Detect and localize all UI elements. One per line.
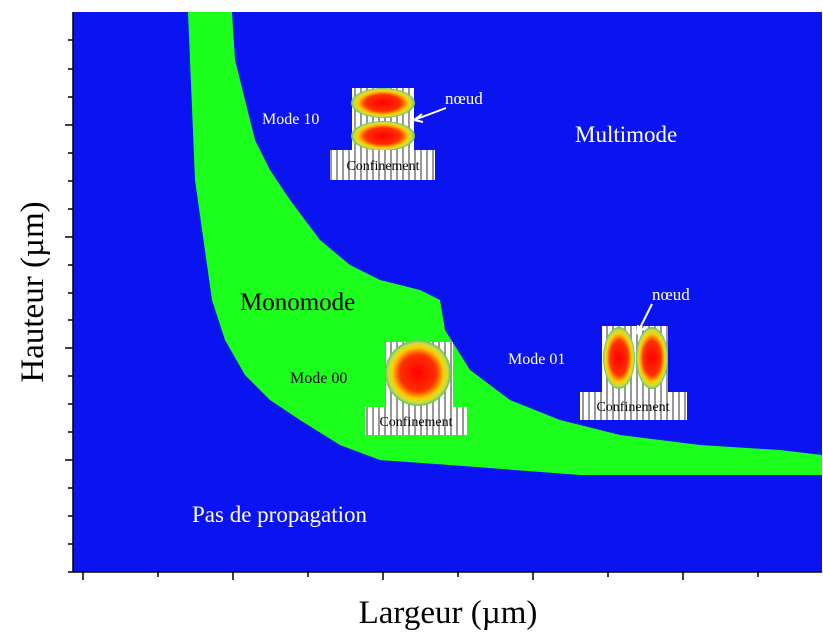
mode-label: Mode 10 xyxy=(262,111,319,128)
confinement-box xyxy=(365,407,467,435)
confinement-label: Confinement xyxy=(346,159,419,174)
arrow xyxy=(636,303,653,335)
ticks xyxy=(65,12,822,580)
mode-label: Mode 00 xyxy=(290,370,347,387)
y-axis-label: Hauteur (µm) xyxy=(15,201,51,382)
mode-spot xyxy=(603,327,635,389)
region-label: Monomode xyxy=(240,289,355,316)
mode-spot xyxy=(351,121,415,151)
node-label: nœud xyxy=(445,89,483,108)
x-axis-label: Largeur (µm) xyxy=(359,595,538,631)
node-label: nœud xyxy=(652,285,690,304)
mode-spot xyxy=(636,327,668,389)
mode-label: Mode 01 xyxy=(508,351,565,368)
region-label: Pas de propagation xyxy=(192,502,368,527)
confinement-label: Confinement xyxy=(379,415,452,430)
confinement-box xyxy=(330,150,435,180)
region-label: Multimode xyxy=(575,122,677,147)
mode-spot xyxy=(385,340,451,406)
arrow xyxy=(413,107,447,123)
mode-spot xyxy=(351,88,415,118)
monomode-region xyxy=(188,12,822,475)
confinement-box xyxy=(580,392,687,420)
confinement-label: Confinement xyxy=(596,400,669,415)
